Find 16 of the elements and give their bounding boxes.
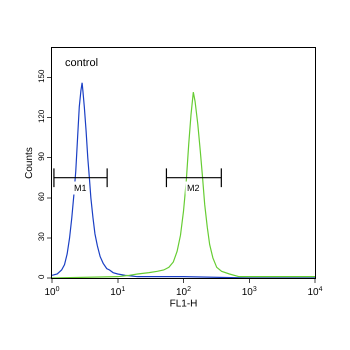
x-tick-label: 10$^{1}$ <box>110 286 126 298</box>
y-tick-label: 0 <box>36 274 46 280</box>
series-label: M2 <box>187 183 200 193</box>
y-tick-label: 90 <box>36 151 46 161</box>
y-axis-title: Counts <box>24 147 35 179</box>
y-tick-label: 60 <box>36 192 46 202</box>
x-axis-title: FL1-H <box>170 298 198 310</box>
y-tick-label: 30 <box>36 232 46 242</box>
annotation: control <box>65 57 98 69</box>
x-tick-label: 10$^{3}$ <box>242 286 257 298</box>
series-label: M1 <box>74 183 87 193</box>
y-tick-label: 120 <box>36 109 46 124</box>
x-tick-label: 10$^{0}$ <box>44 286 60 298</box>
y-tick-label: 150 <box>36 69 46 83</box>
x-tick-label: 10$^{4}$ <box>307 286 323 298</box>
x-tick-label: 10$^{2}$ <box>176 286 192 298</box>
